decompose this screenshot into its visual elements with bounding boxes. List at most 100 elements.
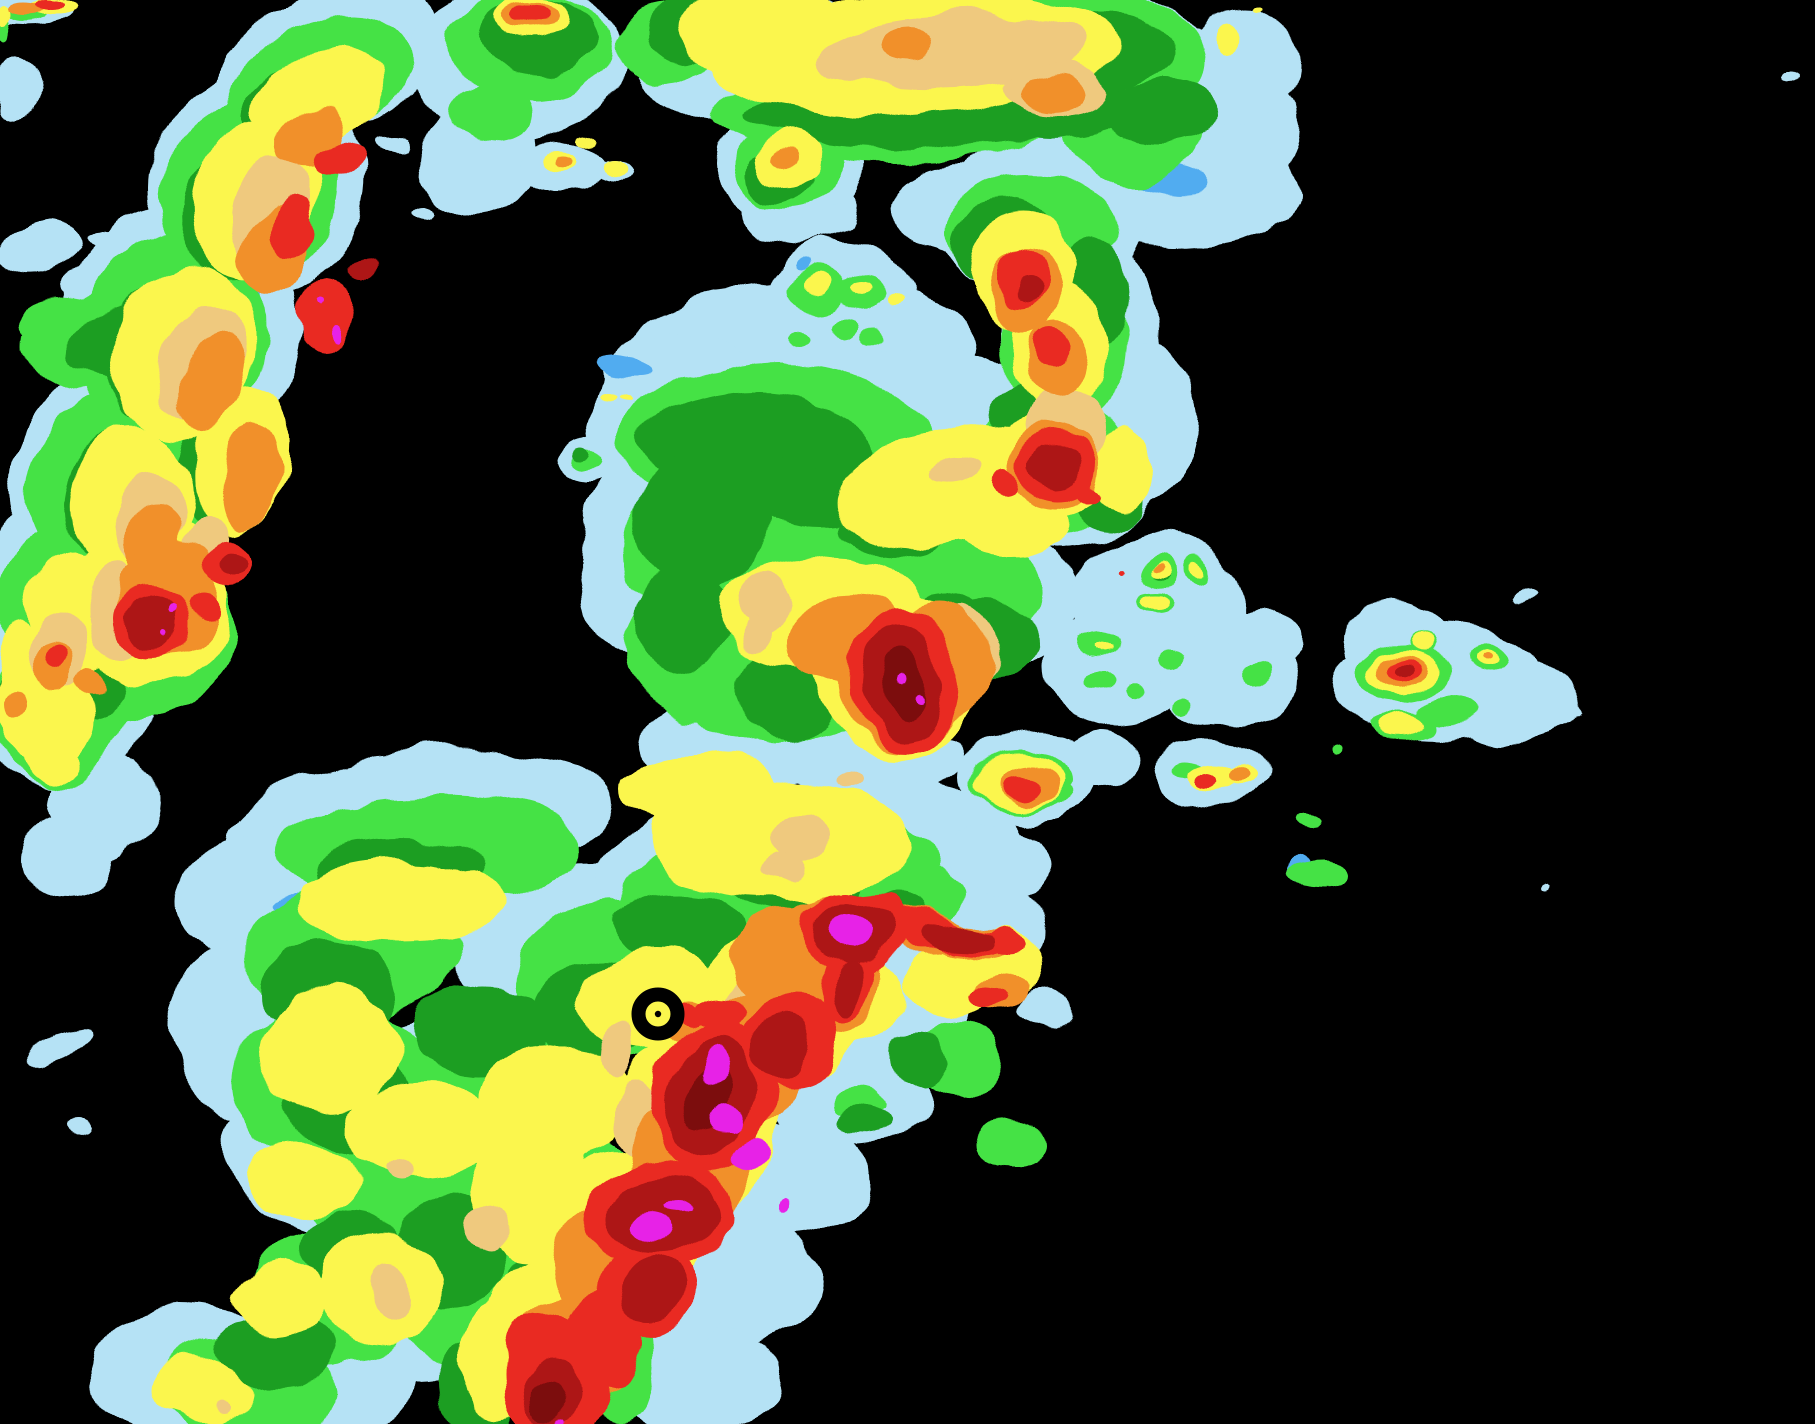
radar-echo-light-blue (945, 826, 1055, 898)
radar-echo-yellow (232, 1262, 328, 1338)
radar-echo-yellow (0, 622, 29, 698)
radar-echo-magenta (731, 1139, 771, 1171)
radar-echo-light-green (867, 327, 893, 345)
radar-echo-tan (601, 1022, 639, 1078)
radar-echo-yellow (598, 394, 618, 406)
radar-echo-magenta (630, 1213, 676, 1243)
radar-echo-yellow (1102, 639, 1118, 647)
radar-echo-yellow (1249, 3, 1261, 11)
radar-echo-tan (466, 1211, 514, 1249)
radar-echo-red (515, 7, 549, 27)
radar-echo-green (892, 1032, 948, 1088)
radar-echo-tan (738, 619, 772, 645)
radar-echo-yellow (620, 402, 636, 410)
radar-echo-yellow (598, 162, 626, 178)
radar-echo-magenta (160, 628, 166, 634)
radar-echo-dark-red (131, 595, 175, 645)
radar-echo-yellow (0, 4, 17, 26)
radar-echo-dark-red (754, 1015, 806, 1075)
radar-echo-orange (220, 427, 280, 533)
radar-echo-red (695, 993, 745, 1027)
radar-echo-light-blue (68, 1122, 88, 1138)
radar-echo-light-blue (1042, 610, 1198, 726)
radar-echo-green (632, 562, 728, 678)
radar-echo-red (266, 200, 314, 260)
radar-echo-yellow (890, 295, 906, 305)
radar-echo-dark-red (1388, 656, 1412, 670)
radar-echo-light-green (1238, 658, 1262, 682)
radar-echo-green (836, 1106, 888, 1138)
radar-echo-yellow (1384, 713, 1426, 735)
radar-echo-red (1004, 775, 1040, 799)
radar-echo-dark-red (222, 556, 252, 576)
radar-echo-light-green (1155, 651, 1181, 669)
radar-echo-light-blue (28, 1024, 92, 1066)
radar-echo-orange (1022, 74, 1088, 112)
radar-echo-light-blue (1222, 610, 1302, 670)
radar-echo-yellow (28, 748, 82, 782)
radar-echo-dark-red (1034, 445, 1082, 485)
radar-echo-green (632, 452, 768, 588)
radar-echo-red (1119, 565, 1127, 571)
radar-echo-yellow (292, 856, 508, 944)
radar-echo-tan (762, 852, 810, 880)
radar-echo-light-blue (1547, 884, 1557, 892)
radar-echo-red (1076, 482, 1100, 498)
radar-echo-tan (838, 772, 862, 788)
radar-echo-light-green (448, 82, 528, 142)
radar-echo-light-green (1084, 670, 1116, 690)
radar-echo-magenta (668, 1200, 692, 1212)
radar-echo-magenta (775, 1200, 785, 1216)
radar-echo-red (1034, 325, 1070, 365)
radar-echo-green (577, 444, 593, 456)
radar-echo-red (981, 927, 1029, 949)
radar-echo-tan (815, 13, 1085, 91)
radar-echo-dark-red (348, 257, 374, 277)
radar-echo-orange (175, 332, 245, 428)
radar-echo-red (187, 596, 219, 618)
radar-echo-magenta (900, 679, 910, 687)
radar-echo-dark-red (1020, 276, 1040, 304)
radar-echo-light-blue (412, 203, 436, 217)
radar-echo-magenta (316, 297, 322, 303)
radar-echo-magenta (824, 911, 872, 949)
radar-echo-red (1188, 774, 1212, 788)
radar-echo-yellow (1094, 432, 1150, 508)
radar-echo-red (40, 0, 64, 11)
radar-echo-blue (595, 354, 649, 382)
radar-echo-yellow (1408, 629, 1432, 645)
radar-echo-yellow (674, 0, 850, 74)
radar-echo-light-green (1177, 699, 1197, 715)
radar-echo-light-green (1296, 862, 1348, 890)
radar-echo-red (46, 642, 68, 668)
radar-echo-light-blue (1442, 656, 1578, 744)
radar-echo-tan (736, 571, 794, 629)
radar-echo-tan (383, 1159, 417, 1181)
radar-echo-tan (373, 1257, 407, 1323)
radar-echo-light-blue (1515, 589, 1537, 601)
radar-echo-red (308, 143, 368, 181)
radar-echo-light-green (1298, 813, 1322, 827)
radar-echo-light-green (789, 328, 811, 344)
radar-echo-orange (887, 27, 939, 63)
radar-echo-orange (557, 155, 573, 165)
radar-echo-maroon (534, 1380, 566, 1420)
radar-echo-yellow (1147, 592, 1167, 608)
radar-echo-light-blue (1781, 74, 1799, 86)
location-marker-dot-icon (654, 1010, 662, 1018)
radar-echo-magenta (914, 693, 922, 701)
radar-echo-light-green (1420, 696, 1480, 724)
radar-echo-light-blue (1060, 730, 1140, 786)
radar-echo-red (565, 1290, 645, 1390)
radar-echo-magenta (166, 605, 174, 613)
radar-echo-light-blue (17, 820, 113, 896)
radar-echo-tan (210, 1399, 226, 1411)
radar-echo-light-blue (1561, 704, 1579, 716)
radar-echo-orange (1228, 769, 1252, 785)
radar-echo-dark-red (832, 960, 864, 1020)
radar-echo-yellow (622, 752, 778, 828)
radar-echo-magenta (330, 320, 344, 344)
radar-echo-orange (77, 672, 109, 694)
location-marker-ring-icon (631, 987, 685, 1041)
